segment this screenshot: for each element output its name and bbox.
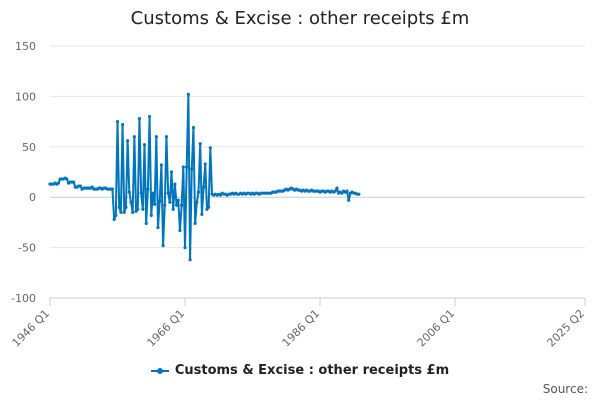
axes: 150 100 50 0 -50 -100 1946 Q1 1966 Q1 1986 Q1 200… bbox=[10, 40, 588, 349]
data-point[interactable] bbox=[190, 167, 194, 171]
source-label: Source: bbox=[542, 382, 588, 396]
series-line bbox=[48, 92, 361, 262]
data-point[interactable] bbox=[185, 165, 189, 169]
data-point[interactable] bbox=[72, 180, 76, 184]
data-point[interactable] bbox=[166, 191, 170, 195]
data-point[interactable] bbox=[196, 190, 201, 194]
data-point[interactable] bbox=[203, 162, 207, 166]
legend-label: Customs & Excise : other receipts £m bbox=[174, 363, 450, 378]
data-point[interactable] bbox=[126, 139, 130, 143]
data-point[interactable] bbox=[173, 182, 177, 186]
y-tick-label: 50 bbox=[22, 141, 36, 154]
y-tick-label: -50 bbox=[18, 242, 36, 255]
data-point[interactable] bbox=[183, 246, 187, 250]
data-point[interactable] bbox=[124, 205, 128, 209]
y-tick-label: 150 bbox=[15, 40, 36, 53]
data-point[interactable] bbox=[151, 191, 155, 195]
data-point[interactable] bbox=[136, 207, 140, 211]
data-point[interactable] bbox=[117, 205, 121, 209]
data-point[interactable] bbox=[168, 200, 172, 204]
x-tick-label: 1946 Q1 bbox=[10, 307, 53, 350]
legend-item[interactable]: Customs & Excise : other receipts £m bbox=[150, 363, 450, 378]
legend[interactable]: Customs & Excise : other receipts £m bbox=[0, 363, 600, 380]
data-point[interactable] bbox=[169, 170, 174, 174]
data-point[interactable] bbox=[146, 187, 150, 191]
data-point[interactable] bbox=[141, 207, 145, 211]
data-point[interactable] bbox=[163, 203, 167, 207]
data-point[interactable] bbox=[114, 213, 118, 217]
data-point[interactable] bbox=[345, 189, 349, 193]
data-point[interactable] bbox=[193, 221, 197, 226]
data-point[interactable] bbox=[207, 205, 211, 209]
x-tick-label: 2006 Q1 bbox=[415, 307, 458, 350]
data-point[interactable] bbox=[120, 123, 125, 127]
data-point[interactable] bbox=[188, 258, 192, 262]
x-tick-label: 1966 Q1 bbox=[145, 307, 188, 350]
data-point[interactable] bbox=[129, 200, 133, 204]
data-point[interactable] bbox=[119, 210, 123, 214]
data-point[interactable] bbox=[200, 212, 204, 216]
data-point[interactable] bbox=[171, 207, 175, 211]
data-point[interactable] bbox=[191, 126, 196, 130]
data-point[interactable] bbox=[110, 187, 115, 191]
data-point[interactable] bbox=[158, 199, 162, 203]
data-point[interactable] bbox=[65, 177, 69, 181]
data-point[interactable] bbox=[357, 192, 361, 196]
data-point[interactable] bbox=[142, 143, 147, 147]
data-point[interactable] bbox=[178, 228, 182, 233]
data-point[interactable] bbox=[201, 185, 206, 189]
data-point[interactable] bbox=[176, 198, 180, 202]
data-point[interactable] bbox=[164, 135, 169, 139]
y-tick-label: 0 bbox=[29, 191, 36, 204]
data-point[interactable] bbox=[144, 221, 148, 226]
data-point[interactable] bbox=[208, 146, 212, 150]
gridlines bbox=[50, 45, 585, 299]
data-point[interactable] bbox=[198, 142, 202, 146]
data-point[interactable] bbox=[186, 92, 190, 96]
data-point[interactable] bbox=[347, 198, 351, 202]
data-point[interactable] bbox=[132, 135, 136, 139]
y-tick-label: -100 bbox=[11, 292, 36, 305]
data-point[interactable] bbox=[122, 210, 126, 214]
data-point[interactable] bbox=[161, 243, 165, 248]
data-point[interactable] bbox=[335, 186, 339, 190]
data-point[interactable] bbox=[149, 213, 153, 217]
chart-title: Customs & Excise : other receipts £m bbox=[130, 8, 470, 29]
y-tick-label: 100 bbox=[15, 90, 36, 103]
data-point[interactable] bbox=[78, 184, 82, 188]
data-point[interactable] bbox=[195, 200, 199, 204]
data-point[interactable] bbox=[159, 163, 163, 167]
x-tick-label: 2025 Q2 bbox=[545, 307, 588, 350]
data-point[interactable] bbox=[137, 116, 142, 121]
data-point[interactable] bbox=[131, 210, 135, 214]
data-point[interactable] bbox=[115, 120, 120, 124]
legend-swatch bbox=[150, 366, 169, 376]
data-point[interactable] bbox=[333, 189, 337, 193]
data-point[interactable] bbox=[181, 165, 185, 169]
data-point[interactable] bbox=[112, 217, 116, 221]
data-point[interactable] bbox=[154, 135, 158, 139]
data-point[interactable] bbox=[56, 181, 61, 185]
data-point[interactable] bbox=[139, 191, 143, 195]
data-point[interactable] bbox=[153, 202, 157, 206]
data-point[interactable] bbox=[156, 225, 160, 230]
data-point[interactable] bbox=[127, 190, 131, 194]
series-line-path bbox=[50, 93, 359, 261]
data-point[interactable] bbox=[180, 203, 184, 207]
x-tick-label: 1986 Q1 bbox=[280, 307, 323, 350]
data-point[interactable] bbox=[174, 203, 179, 207]
data-point[interactable] bbox=[147, 114, 152, 119]
